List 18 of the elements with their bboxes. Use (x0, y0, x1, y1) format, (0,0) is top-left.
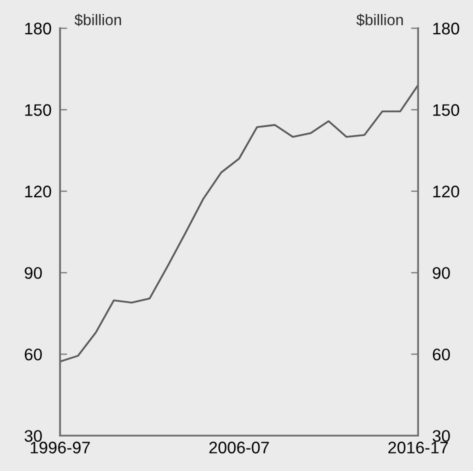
y2-tick-label: 180 (433, 22, 460, 34)
y-tick-label: 180 (25, 22, 52, 34)
y2-axis-title: $billion (356, 14, 403, 26)
y2-tick-label: 30 (432, 430, 450, 442)
y-tick-label: 30 (24, 430, 42, 442)
y-axis-title: $billion (74, 14, 121, 26)
y2-tick-label: 120 (433, 186, 460, 198)
x-tick-label: 2006-07 (209, 442, 269, 454)
line-series (60, 84, 418, 362)
y-tick-label: 120 (25, 186, 52, 198)
y-tick-label: 60 (24, 348, 42, 360)
y-tick-label: 90 (24, 267, 42, 279)
y2-tick-label: 90 (432, 267, 450, 279)
y2-tick-label: 60 (432, 348, 450, 360)
y2-tick-label: 150 (433, 104, 460, 116)
y-tick-label: 150 (25, 104, 52, 116)
x-tick-label: 2016-17 (388, 442, 448, 454)
x-tick-label: 1996-97 (30, 442, 90, 454)
